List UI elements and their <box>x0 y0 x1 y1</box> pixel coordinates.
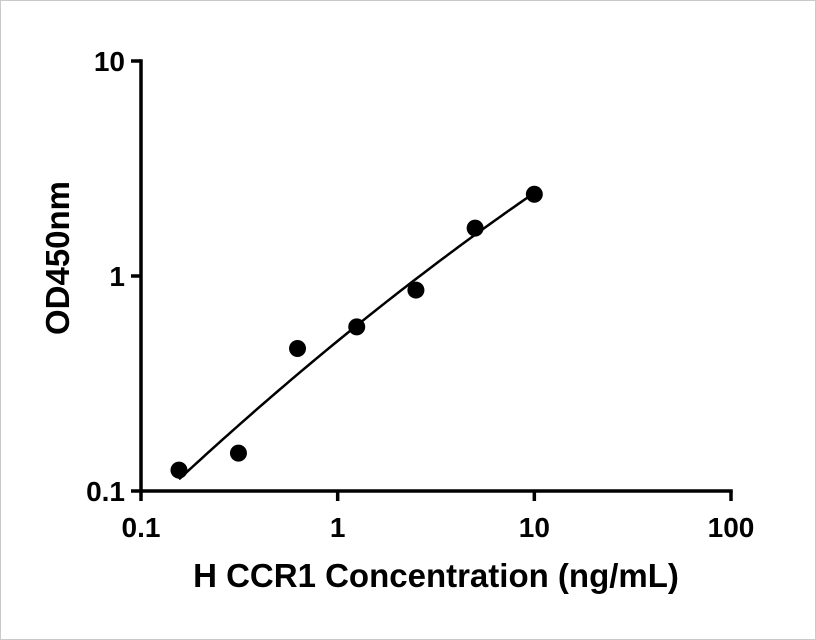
y-tick-label: 10 <box>94 46 125 77</box>
x-tick-label: 1 <box>330 512 346 543</box>
data-point <box>407 281 425 299</box>
y-tick-label: 1 <box>109 261 125 292</box>
data-point <box>466 219 484 237</box>
axes <box>139 59 733 493</box>
data-point <box>170 461 188 479</box>
x-tick-label: 10 <box>519 512 550 543</box>
y-tick-label: 0.1 <box>86 476 125 507</box>
x-tick-label: 100 <box>708 512 755 543</box>
data-point <box>348 318 366 336</box>
fit-curve <box>178 191 536 481</box>
data-point <box>229 444 247 462</box>
data-point <box>525 185 543 203</box>
x-axis-title: H CCR1 Concentration (ng/mL) <box>193 557 679 594</box>
x-tick-label: 0.1 <box>122 512 161 543</box>
y-axis-title: OD450nm <box>39 180 76 336</box>
data-point <box>289 340 307 358</box>
